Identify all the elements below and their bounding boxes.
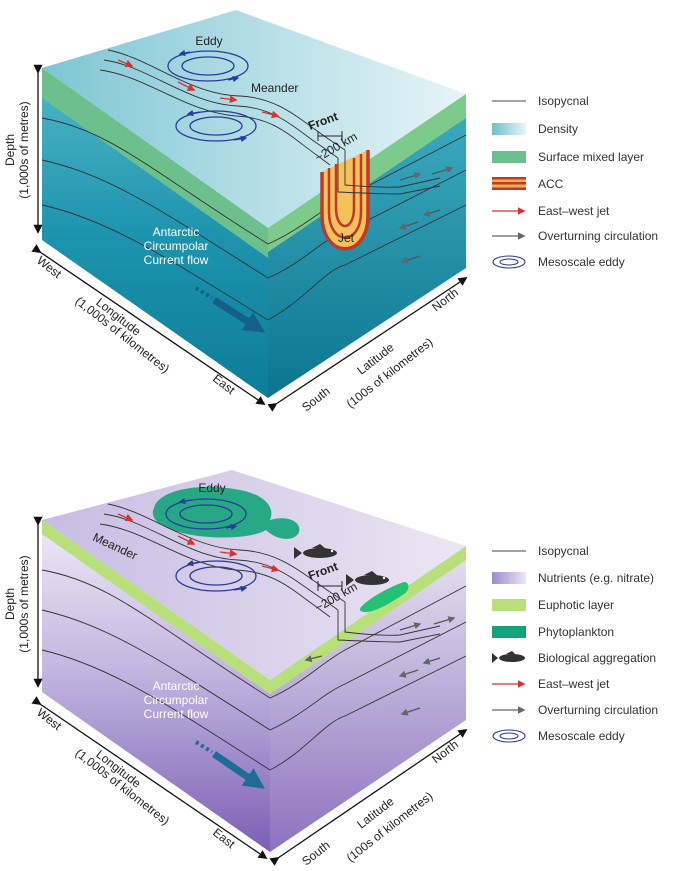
bottom-depth-label-1: Depth (3, 588, 17, 620)
legend-item-overturning: Overturning circulation (492, 703, 658, 717)
eddy-icon (492, 729, 526, 743)
top-north-label: North (429, 285, 461, 314)
legend-item-euphotic: Euphotic layer (492, 598, 614, 612)
top-panel: Eddy Meander Front ~200 km Jet Antarctic… (3, 10, 468, 414)
fish-icon-upper (294, 544, 337, 559)
bottom-acc-label-2: Circumpolar (144, 693, 209, 707)
bottom-acc-label-3: Current flow (144, 707, 209, 721)
top-east-label: East (210, 371, 238, 397)
legend-item-isopycnal: Isopycnal (492, 94, 589, 108)
legend-item-overturning: Overturning circulation (492, 229, 658, 243)
top-jet-label: Jet (338, 231, 355, 245)
phytoplankton-front (359, 582, 409, 612)
top-eddy-upper (167, 49, 249, 83)
top-acc-label-3: Current flow (144, 253, 209, 267)
top-overturning-arrows (398, 166, 454, 264)
bottom-acc-label-1: Antarctic (153, 679, 200, 693)
euphotic-layer-icon (492, 599, 526, 611)
bottom-legend: Isopycnal Nutrients (e.g. nitrate) Eupho… (492, 544, 658, 743)
legend-label: Euphotic layer (538, 598, 614, 612)
bottom-panel: Eddy Meander Front ~200 km Antarctic Cir… (3, 470, 468, 868)
bottom-euphotic-front (42, 520, 270, 694)
legend-label: Overturning circulation (538, 703, 658, 717)
bottom-eddy-label: Eddy (198, 481, 225, 495)
bottom-depth-label-2: (1,000s of metres) (17, 555, 31, 652)
top-east-west-jet-arrows (117, 59, 280, 119)
top-west-label: West (34, 253, 65, 281)
legend-label: Overturning circulation (538, 229, 658, 243)
top-legend: Isopycnal Density Surface mixed layer AC… (492, 94, 658, 269)
phytoplankton-icon (492, 626, 526, 638)
top-south-label: South (299, 384, 332, 414)
legend-item-phytoplankton: Phytoplankton (492, 625, 614, 639)
legend-item-isopycnal: Isopycnal (492, 544, 589, 558)
bottom-north-label: North (429, 737, 461, 766)
bottom-block-top-face (42, 470, 466, 680)
top-acc-label-2: Circumpolar (144, 239, 209, 253)
bottom-axes (31, 516, 468, 866)
density-gradient-icon (492, 123, 526, 135)
legend-label: Isopycnal (538, 544, 589, 558)
legend-item-mesoscale-eddy: Mesoscale eddy (492, 729, 625, 743)
top-acc-label-1: Antarctic (153, 225, 200, 239)
acc-jet (320, 150, 370, 251)
legend-item-density: Density (492, 122, 578, 136)
bottom-south-label: South (299, 838, 332, 868)
bottom-overturning-arrows (304, 616, 456, 716)
legend-label: Phytoplankton (538, 625, 614, 639)
legend-item-mixed-layer: Surface mixed layer (492, 150, 644, 164)
mixed-layer-icon (492, 151, 526, 163)
legend-label: East–west jet (538, 677, 610, 691)
bottom-front-bracket (317, 581, 343, 591)
legend-label: Density (538, 122, 578, 136)
bottom-east-label: East (210, 825, 238, 851)
legend-label: East–west jet (538, 204, 610, 218)
bottom-eddy-upper (165, 497, 247, 531)
legend-label: ACC (538, 177, 564, 191)
top-axes (31, 64, 468, 412)
legend-label: Mesoscale eddy (538, 255, 625, 269)
nutrients-gradient-icon (492, 572, 526, 584)
top-eddy-label: Eddy (195, 34, 222, 48)
bottom-west-label: West (34, 705, 65, 733)
legend-item-east-west-jet: East–west jet (492, 204, 610, 218)
acc-band-icon (492, 177, 526, 190)
legend-label: Mesoscale eddy (538, 729, 625, 743)
top-depth-label-1: Depth (3, 134, 17, 166)
fish-icon (492, 651, 525, 663)
fish-icon-lower (346, 571, 389, 586)
top-depth-label-2: (1,000s of metres) (17, 101, 31, 198)
top-eddy-lower (175, 109, 257, 143)
legend-label: Surface mixed layer (538, 150, 644, 164)
legend-item-acc: ACC (492, 177, 564, 191)
top-front-bracket (317, 131, 343, 141)
legend-item-biological-aggregation: Biological aggregation (492, 651, 656, 665)
top-meander-streamlines (99, 49, 441, 195)
legend-item-nutrients: Nutrients (e.g. nitrate) (492, 571, 654, 585)
bottom-eddy-lower (175, 559, 257, 593)
top-mixed-layer-front (42, 68, 268, 258)
bottom-east-west-jet-arrows (117, 513, 280, 573)
legend-item-east-west-jet: East–west jet (492, 677, 610, 691)
eddy-icon (492, 255, 526, 269)
legend-label: Nutrients (e.g. nitrate) (538, 571, 654, 585)
legend-label: Biological aggregation (538, 651, 656, 665)
legend-item-mesoscale-eddy: Mesoscale eddy (492, 255, 625, 269)
legend-label: Isopycnal (538, 94, 589, 108)
top-meander-label: Meander (251, 81, 298, 95)
